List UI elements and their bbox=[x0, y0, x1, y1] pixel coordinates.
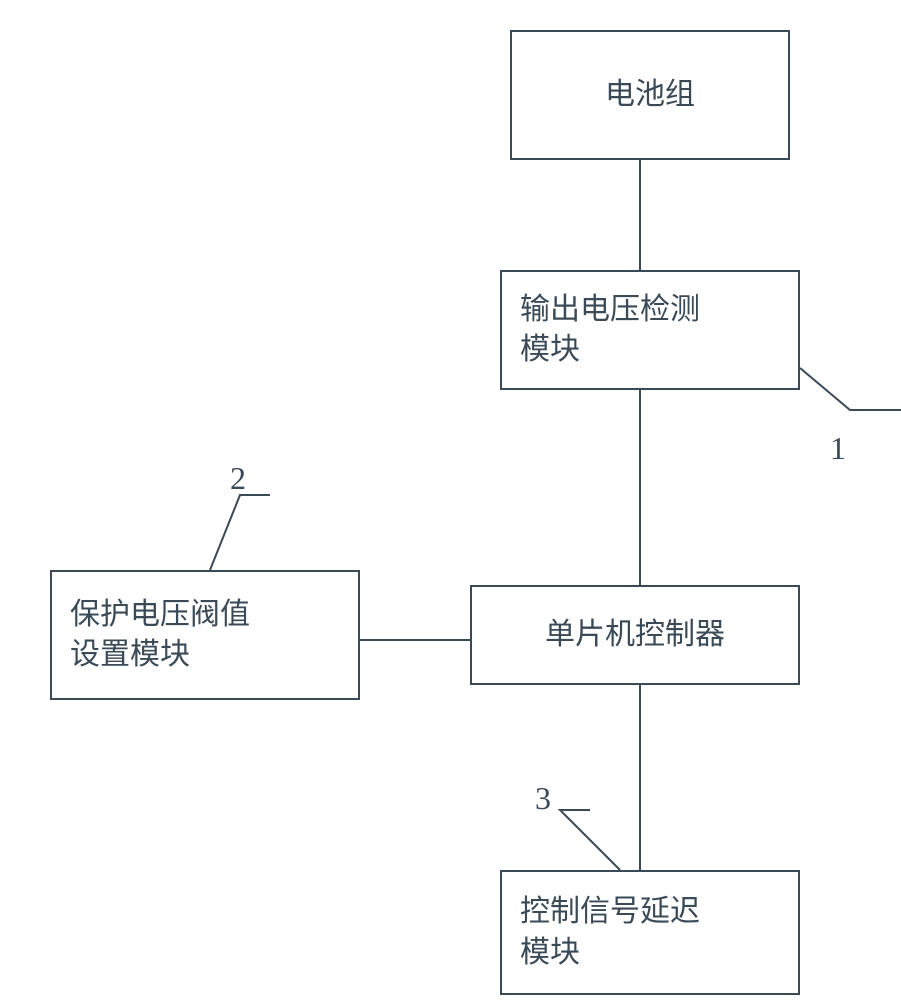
callout-label-1: 1 bbox=[830, 430, 846, 467]
node-voltage-detect-line1: 输出电压检测 bbox=[520, 290, 788, 331]
node-delay: 控制信号延迟 模块 bbox=[500, 870, 800, 995]
node-voltage-detect-line2: 模块 bbox=[520, 330, 788, 371]
diagram-canvas: 电池组 输出电压检测 模块 保护电压阀值 设置模块 单片机控制器 控制信号延迟 … bbox=[0, 0, 901, 1000]
callout-label-3: 3 bbox=[535, 780, 551, 817]
callout-label-2: 2 bbox=[230, 460, 246, 497]
node-delay-line1: 控制信号延迟 bbox=[520, 892, 788, 933]
callout-label-2-text: 2 bbox=[230, 460, 246, 496]
node-threshold-line1: 保护电压阀值 bbox=[70, 595, 348, 636]
node-mcu-label: 单片机控制器 bbox=[545, 615, 725, 656]
node-threshold-line2: 设置模块 bbox=[70, 635, 348, 676]
node-battery: 电池组 bbox=[510, 30, 790, 160]
node-threshold: 保护电压阀值 设置模块 bbox=[50, 570, 360, 700]
callout-label-3-text: 3 bbox=[535, 780, 551, 816]
node-battery-label: 电池组 bbox=[605, 75, 695, 116]
node-voltage-detect: 输出电压检测 模块 bbox=[500, 270, 800, 390]
node-delay-line2: 模块 bbox=[520, 933, 788, 974]
callout-label-1-text: 1 bbox=[830, 430, 846, 466]
node-mcu: 单片机控制器 bbox=[470, 585, 800, 685]
